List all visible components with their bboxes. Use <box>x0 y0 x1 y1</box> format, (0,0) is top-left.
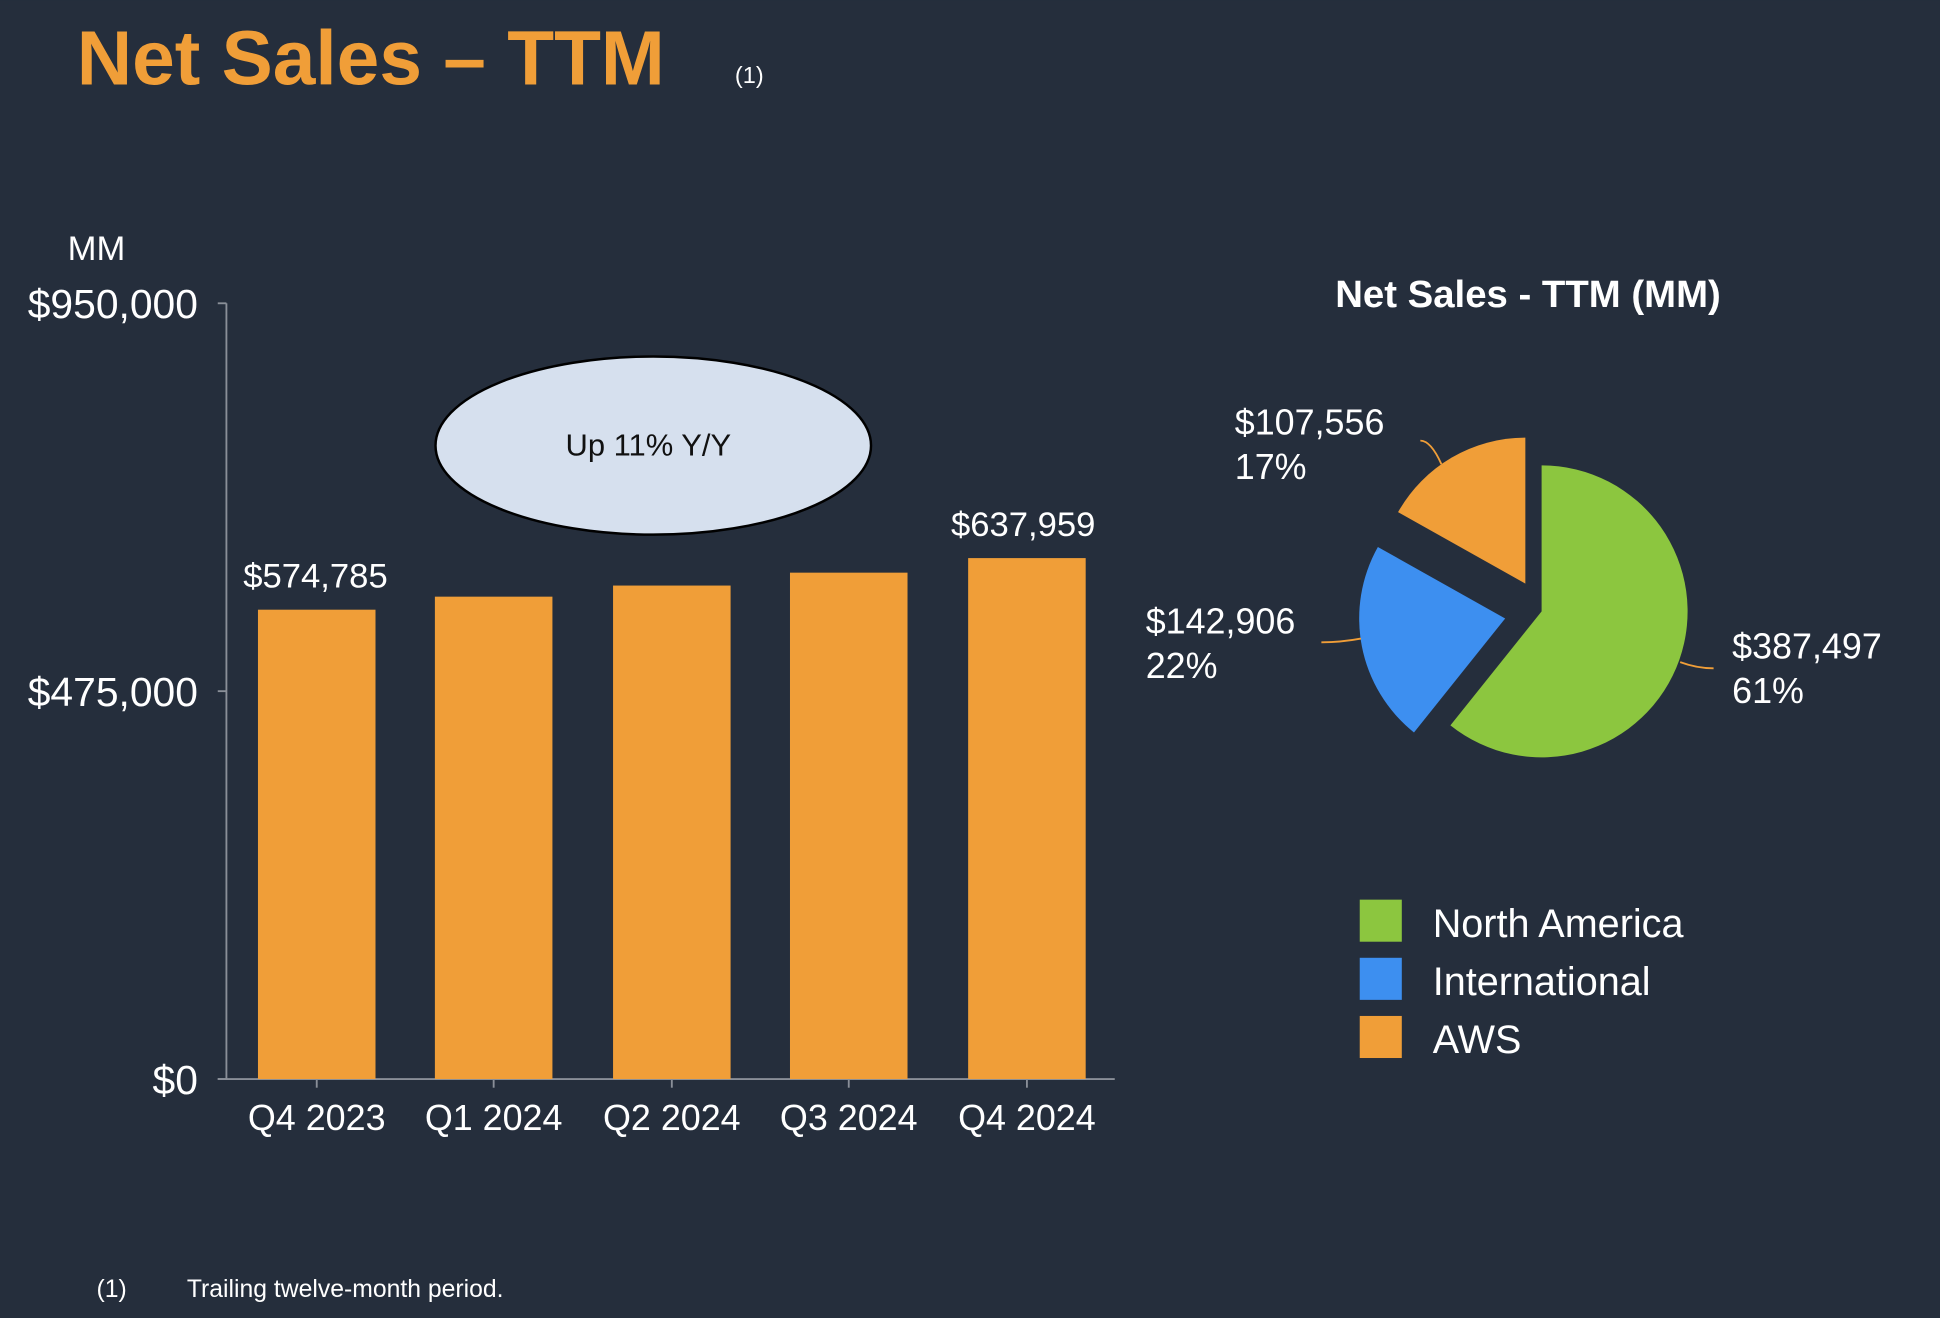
leader-line <box>1321 637 1362 644</box>
y-tick-label: $950,000 <box>28 281 198 327</box>
pie-slice <box>1398 437 1526 584</box>
legend-label: International <box>1433 960 1651 1004</box>
footnote-text: Trailing twelve-month period. <box>187 1276 504 1303</box>
pie-slice <box>1450 465 1688 758</box>
pie-percent-label: 61% <box>1732 671 1804 711</box>
pie-percent-label: 17% <box>1235 447 1307 487</box>
title-note-marker: (1) <box>735 62 764 88</box>
pie-slice <box>1359 546 1506 733</box>
pie-value-label: $107,556 <box>1235 402 1385 442</box>
bar <box>257 609 376 1080</box>
y-unit-label: MM <box>68 230 126 268</box>
y-tick-label: $0 <box>153 1057 198 1103</box>
bar <box>434 596 553 1080</box>
x-tick-label: Q4 2023 <box>248 1098 386 1138</box>
y-tick-label: $475,000 <box>28 669 198 715</box>
x-tick-label: Q3 2024 <box>780 1098 918 1138</box>
pie-title: Net Sales - TTM (MM) <box>1335 273 1721 316</box>
footnote-marker: (1) <box>97 1276 127 1303</box>
legend-swatch <box>1359 957 1402 1000</box>
legend-label: North America <box>1433 902 1685 946</box>
x-tick-label: Q4 2024 <box>958 1098 1096 1138</box>
pie-value-label: $387,497 <box>1732 626 1882 666</box>
bar <box>613 585 731 1080</box>
bar-value-label: $637,959 <box>951 506 1095 544</box>
legend-swatch <box>1359 899 1402 942</box>
pie-value-label: $142,906 <box>1146 602 1296 642</box>
annotation: Up 11% Y/Y <box>566 427 732 462</box>
annotation-bubble <box>434 355 873 536</box>
legend-label: AWS <box>1433 1018 1522 1062</box>
pie-percent-label: 22% <box>1146 646 1218 686</box>
leader-line <box>1679 661 1714 670</box>
bar <box>968 558 1086 1080</box>
leader-line <box>1420 439 1443 465</box>
bar-value-label: $574,785 <box>243 557 387 595</box>
x-tick-label: Q1 2024 <box>425 1098 563 1138</box>
legend-swatch <box>1359 1015 1402 1059</box>
bar <box>789 572 908 1080</box>
x-tick-label: Q2 2024 <box>603 1098 741 1138</box>
page-title: Net Sales – TTM <box>77 16 665 101</box>
